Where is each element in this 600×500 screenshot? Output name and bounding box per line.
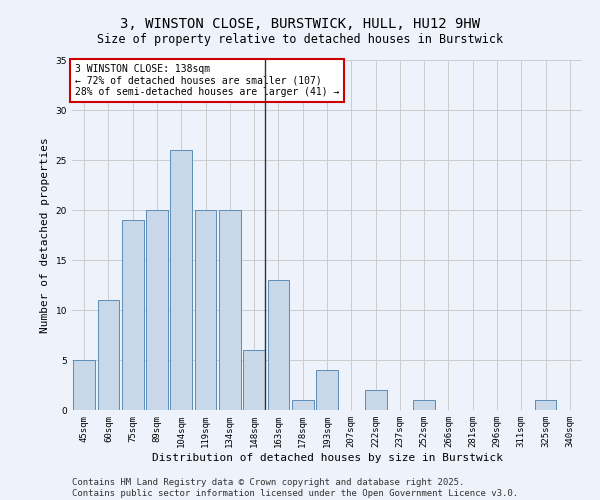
Bar (316, 370, 338, 410)
Bar (122, 220, 143, 410)
Y-axis label: Number of detached properties: Number of detached properties (40, 137, 50, 333)
Text: Contains HM Land Registry data © Crown copyright and database right 2025.
Contai: Contains HM Land Registry data © Crown c… (72, 478, 518, 498)
X-axis label: Distribution of detached houses by size in Burstwick: Distribution of detached houses by size … (151, 452, 503, 462)
Text: 3, WINSTON CLOSE, BURSTWICK, HULL, HU12 9HW: 3, WINSTON CLOSE, BURSTWICK, HULL, HU12 … (120, 18, 480, 32)
Bar (268, 280, 289, 410)
Text: Size of property relative to detached houses in Burstwick: Size of property relative to detached ho… (97, 32, 503, 46)
Bar (194, 210, 217, 410)
Bar (146, 210, 168, 410)
Bar (292, 400, 314, 410)
Bar (73, 360, 95, 410)
Bar (243, 350, 265, 410)
Text: 3 WINSTON CLOSE: 138sqm
← 72% of detached houses are smaller (107)
28% of semi-d: 3 WINSTON CLOSE: 138sqm ← 72% of detache… (74, 64, 339, 96)
Bar (219, 210, 241, 410)
Bar (170, 150, 192, 410)
Bar (413, 400, 435, 410)
Bar (365, 390, 386, 410)
Bar (535, 400, 556, 410)
Bar (97, 300, 119, 410)
